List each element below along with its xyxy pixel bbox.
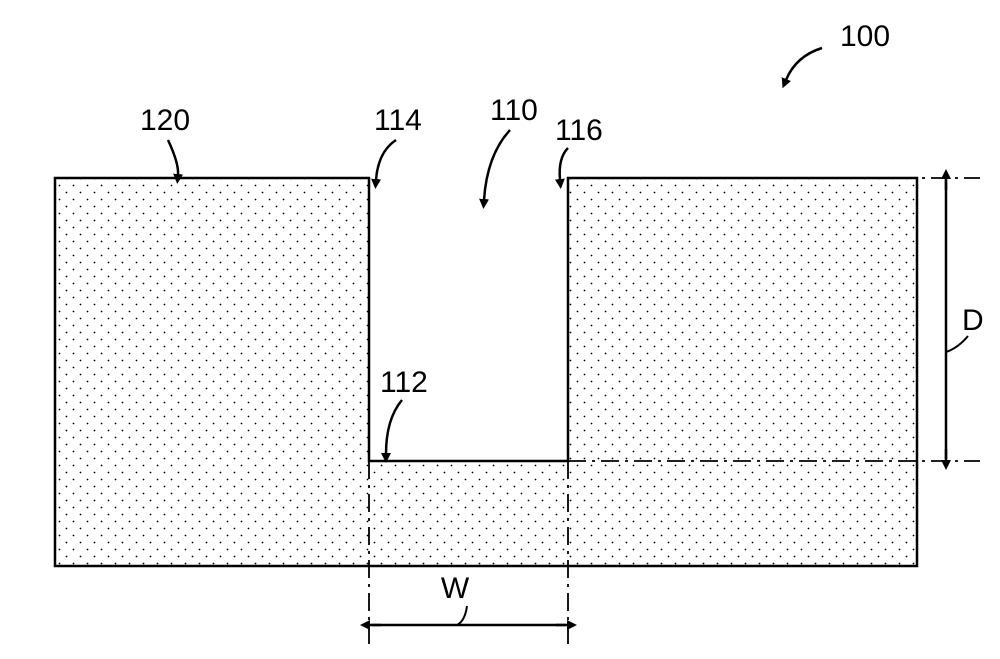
diagram-svg: D W 100 110 112 114 116 120 — [0, 0, 1000, 659]
callout-120-label: 120 — [140, 104, 190, 137]
callout-114-label: 114 — [374, 104, 422, 137]
callout-116-arrow — [560, 148, 568, 180]
substrate-shape — [55, 178, 917, 566]
callout-110-arrow — [484, 130, 510, 200]
dim-w-tick — [457, 606, 467, 625]
callout-116-label: 116 — [555, 114, 603, 147]
callout-110-label: 110 — [490, 94, 538, 127]
callout-100-label: 100 — [840, 20, 890, 53]
callout-120-arrow — [168, 140, 178, 175]
figure-canvas: D W 100 110 112 114 116 120 — [0, 0, 1000, 659]
dim-d-tick — [946, 336, 968, 352]
callout-114-arrow — [376, 140, 396, 180]
dim-d-label: D — [962, 304, 984, 337]
callout-100-arrow — [786, 48, 822, 80]
dim-w-label: W — [441, 572, 470, 605]
callout-112-arrow — [386, 400, 402, 454]
callout-112-label: 112 — [380, 366, 428, 399]
